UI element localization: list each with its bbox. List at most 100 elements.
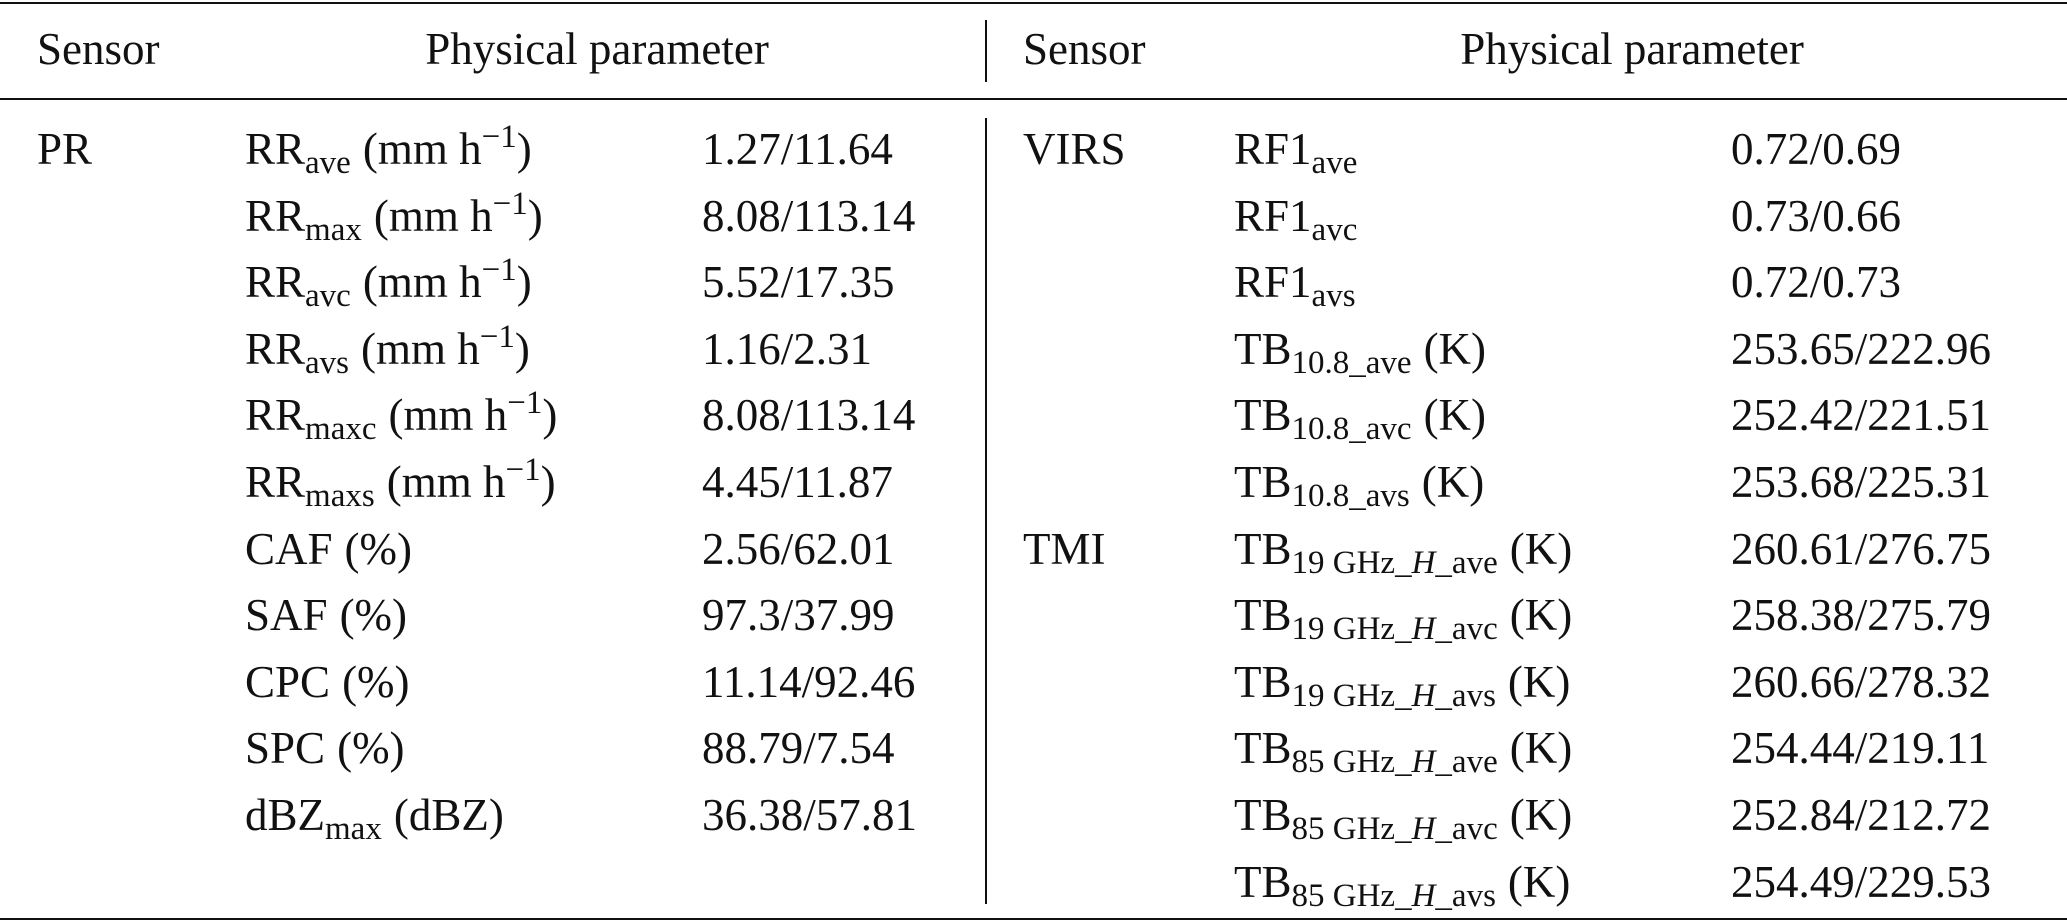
subscript-text: ave xyxy=(305,145,351,181)
unit: (K) xyxy=(1422,457,1484,507)
subscript-text: 10.8_avs xyxy=(1291,478,1410,514)
subscript-text: maxs xyxy=(305,478,375,514)
subscript: 85 GHz_H_ave xyxy=(1292,744,1498,780)
value-cell: 0.72/0.69 xyxy=(1731,119,1901,179)
parameter-cell: TB19 GHz_H_ave (K) xyxy=(1234,519,1573,581)
value: 252.84/212.72 xyxy=(1731,790,1992,840)
parameter-cell: RRmaxc (mm h−1) xyxy=(245,385,558,448)
subscript: 10.8_avs xyxy=(1292,478,1410,514)
subscript-text: _avs xyxy=(1435,677,1496,714)
unit-text: (K) xyxy=(1509,590,1573,641)
value: 97.3/37.99 xyxy=(702,590,895,641)
subscript-text: avc xyxy=(1311,211,1358,248)
value-cell: 2.56/62.01 xyxy=(702,519,895,579)
value: 8.08/113.14 xyxy=(702,390,916,441)
subscript-text: 19 GHz_ xyxy=(1291,544,1412,581)
unit-text: (K) xyxy=(1509,790,1573,840)
parameter-cell: TB19 GHz_H_avs (K) xyxy=(1234,652,1570,714)
unit: (K) xyxy=(1510,790,1572,840)
value-cell: 8.08/113.14 xyxy=(702,186,915,246)
parameter-cell: RRavs (mm h−1) xyxy=(245,319,530,379)
unit: (mm h−1) xyxy=(387,454,556,508)
unit: (%) xyxy=(345,524,412,574)
unit: (K) xyxy=(1424,324,1486,374)
value: 2.56/62.01 xyxy=(702,523,895,574)
sensor-cell: TMI xyxy=(1023,519,1106,579)
unit: (mm h−1) xyxy=(389,387,558,441)
parameter-name: TB xyxy=(1234,723,1292,774)
sensor: PR xyxy=(37,124,93,174)
unit-text: (K) xyxy=(1509,723,1573,774)
parameter-cell: RF1avc xyxy=(1234,186,1358,248)
value-cell: 36.38/57.81 xyxy=(702,785,917,845)
header-cell: Sensor xyxy=(1023,24,1146,74)
parameter-name: RF1 xyxy=(1234,124,1312,174)
subscript: avc xyxy=(305,278,351,314)
subscript-text: avc xyxy=(305,278,351,315)
unit-text: (mm h xyxy=(373,190,493,241)
parameter-cell: SPC (%) xyxy=(245,718,405,778)
subscript-text: _ave xyxy=(1435,544,1498,581)
subscript-text: _avc xyxy=(1435,811,1498,847)
subscript-text: maxc xyxy=(305,411,377,448)
superscript: −1 xyxy=(479,318,515,355)
subscript-text: avs xyxy=(1311,278,1356,315)
parameter-name: CAF xyxy=(245,523,333,574)
sensor: VIRS xyxy=(1023,124,1126,174)
unit-text: ) xyxy=(516,124,532,174)
value: 0.72/0.69 xyxy=(1731,124,1902,174)
parameter-name: dBZ xyxy=(245,790,326,840)
parameter-name: SPC xyxy=(245,723,326,774)
value: 5.52/17.35 xyxy=(702,257,895,308)
parameter-cell: TB19 GHz_H_avc (K) xyxy=(1234,585,1572,647)
superscript: −1 xyxy=(505,452,541,488)
subscript: ave xyxy=(1312,145,1358,181)
parameter-cell: TB85 GHz_H_avs (K) xyxy=(1234,852,1570,914)
subscript-italic: H xyxy=(1411,677,1436,714)
parameter-cell: RRave (mm h−1) xyxy=(245,119,532,181)
subscript-text: _ave xyxy=(1435,744,1498,781)
value: 258.38/275.79 xyxy=(1731,590,1992,641)
subscript-text: max xyxy=(325,811,382,847)
unit: (mm h−1) xyxy=(361,320,530,374)
unit: (mm h−1) xyxy=(373,187,543,241)
subscript: 19 GHz_H_avc xyxy=(1292,611,1498,647)
subscript: max xyxy=(325,811,382,847)
subscript: 10.8_avc xyxy=(1292,411,1412,447)
parameter-name: RR xyxy=(245,124,306,174)
unit-text: (K) xyxy=(1509,523,1573,574)
unit-text: (%) xyxy=(344,523,413,574)
subscript: 85 GHz_H_avs xyxy=(1292,878,1496,914)
unit: (%) xyxy=(337,723,404,773)
subscript-text: 85 GHz_ xyxy=(1291,877,1412,914)
unit-text: ) xyxy=(542,390,558,441)
subscript: 10.8_ave xyxy=(1292,345,1412,381)
value-cell: 260.61/276.75 xyxy=(1731,519,1991,579)
value-cell: 0.73/0.66 xyxy=(1731,186,1901,246)
value: 1.27/11.64 xyxy=(702,124,893,174)
unit-text: (mm h xyxy=(362,257,482,308)
subscript-text: 85 GHz_ xyxy=(1291,811,1412,847)
unit-text: (K) xyxy=(1423,390,1487,441)
subscript-italic: H xyxy=(1411,544,1436,581)
value-cell: 253.65/222.96 xyxy=(1731,319,1991,379)
subscript: 85 GHz_H_avc xyxy=(1292,811,1498,847)
parameter-name: SAF xyxy=(245,590,328,641)
parameter-name: RR xyxy=(245,390,306,441)
parameter-cell: TB85 GHz_H_avc (K) xyxy=(1234,785,1572,847)
value: 88.79/7.54 xyxy=(702,723,895,774)
parameter-name: TB xyxy=(1234,523,1292,574)
subscript: max xyxy=(305,212,362,248)
superscript: −1 xyxy=(481,119,517,155)
parameter-cell: RF1avs xyxy=(1234,252,1356,315)
parameter-name: TB xyxy=(1234,390,1292,441)
superscript: −1 xyxy=(507,385,543,422)
value: 4.45/11.87 xyxy=(702,457,893,507)
parameter-name: RF1 xyxy=(1234,190,1312,241)
header-cell: Sensor xyxy=(37,24,160,74)
parameter-name: CPC xyxy=(245,656,331,707)
unit: (K) xyxy=(1510,590,1572,640)
subscript: avc xyxy=(1312,212,1358,248)
parameter-cell: TB85 GHz_H_ave (K) xyxy=(1234,718,1573,780)
